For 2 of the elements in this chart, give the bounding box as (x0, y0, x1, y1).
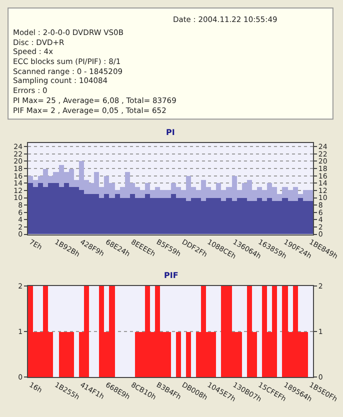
chart-title: PIF (164, 271, 178, 280)
chart-title: PI (166, 128, 175, 137)
